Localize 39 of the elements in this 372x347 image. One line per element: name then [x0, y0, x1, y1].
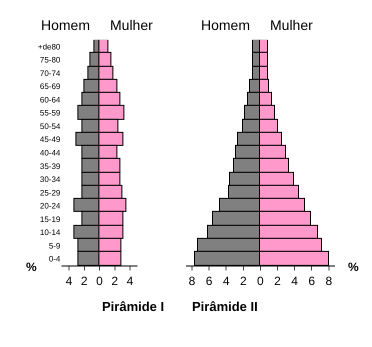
y-tick-label: 5-9: [48, 241, 61, 250]
series-label: Homem: [201, 17, 250, 33]
series-label: Mulher: [110, 17, 154, 33]
y-tick-label: 75-80: [40, 56, 61, 65]
x-tick-label: 2: [240, 274, 247, 288]
y-tick-label: 60-64: [40, 95, 61, 104]
x-tick-label: 0: [96, 274, 104, 288]
text: Pirâmide II: [192, 299, 258, 314]
x-tick-label: 4: [66, 274, 73, 288]
x-tick-label: 6: [206, 274, 213, 288]
y-tick-label: 40-44: [40, 148, 61, 158]
text: Pirâmide I: [102, 299, 164, 314]
x-tick-label: 0: [257, 274, 264, 288]
y-tick-label: +de80: [38, 42, 61, 52]
y-tick-label: 10-14: [40, 228, 61, 238]
y-tick-label: 55-59: [40, 108, 61, 118]
y-tick-label: 65-69: [40, 82, 61, 92]
y-tick-label: 25-29: [40, 188, 61, 198]
x-tick-label: 8: [188, 274, 196, 288]
y-tick-label: 30-34: [40, 175, 61, 184]
x-axis-title: %: [348, 260, 359, 274]
x-tick-label: 2: [111, 274, 118, 288]
x-tick-label: 4: [222, 274, 230, 288]
y-tick-label: 15-19: [40, 214, 61, 224]
y-tick-label: 45-49: [40, 135, 61, 144]
x-tick-label: 6: [308, 274, 316, 288]
y-tick-label: 35-39: [40, 162, 61, 171]
x-tick-label: 8: [325, 274, 332, 288]
x-tick-label: 2: [274, 274, 282, 288]
x-axis-title: %: [26, 260, 37, 274]
series-label: Mulher: [270, 17, 314, 33]
x-tick-label: 4: [291, 274, 298, 288]
x-tick-label: 4: [126, 274, 134, 288]
y-tick-label: 70-74: [40, 68, 61, 78]
y-tick-label: 20-24: [40, 202, 61, 211]
y-tick-label: 50-54: [40, 122, 61, 131]
series-label: Homem: [41, 17, 90, 33]
y-tick-label: 0-4: [48, 254, 61, 264]
x-tick-label: 2: [80, 274, 88, 288]
